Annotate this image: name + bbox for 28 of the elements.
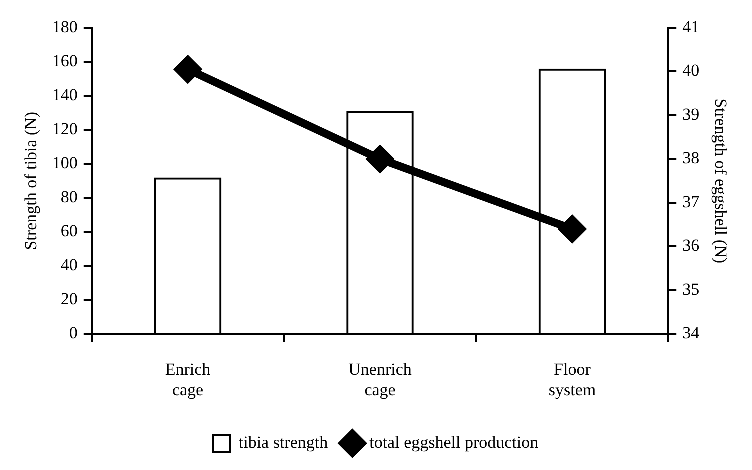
y2-tick-label: 34 xyxy=(682,324,700,343)
y2-axis-title: Strength of eggshell (N) xyxy=(711,98,730,264)
y-tick-label: 120 xyxy=(52,120,78,139)
point xyxy=(367,146,394,172)
y-tick-label: 100 xyxy=(52,154,78,173)
y-tick-label: 60 xyxy=(60,222,78,241)
y-tick-label: 40 xyxy=(60,256,78,275)
y2-tick-label: 39 xyxy=(682,104,700,124)
x-tick-label: Enrich cage xyxy=(165,360,212,400)
y-tick-label: 140 xyxy=(52,86,78,105)
y-tick-label: 160 xyxy=(52,51,78,70)
y-tick-label: 20 xyxy=(60,290,78,309)
y-tick-label: 80 xyxy=(60,188,78,207)
y2-tick-label: 40 xyxy=(682,61,700,80)
x-tick-label: Floor system xyxy=(548,360,596,400)
y2-tick-label: 36 xyxy=(682,236,700,256)
legend-label: total eggshell production xyxy=(370,432,540,452)
point xyxy=(559,216,586,242)
legend-label: tibia strength xyxy=(238,432,329,452)
y2-tick-label: 35 xyxy=(682,280,700,299)
y2-tick-label: 41 xyxy=(682,17,700,36)
y-axis-title: Strength of tibia (N) xyxy=(22,112,41,250)
y-tick-label: 180 xyxy=(52,17,78,36)
y-tick-label: 0 xyxy=(69,324,78,343)
x-tick-label: Unenrich cage xyxy=(348,360,412,400)
y2-tick-label: 38 xyxy=(682,148,700,168)
point xyxy=(175,56,202,83)
y2-tick-label: 37 xyxy=(682,192,700,212)
